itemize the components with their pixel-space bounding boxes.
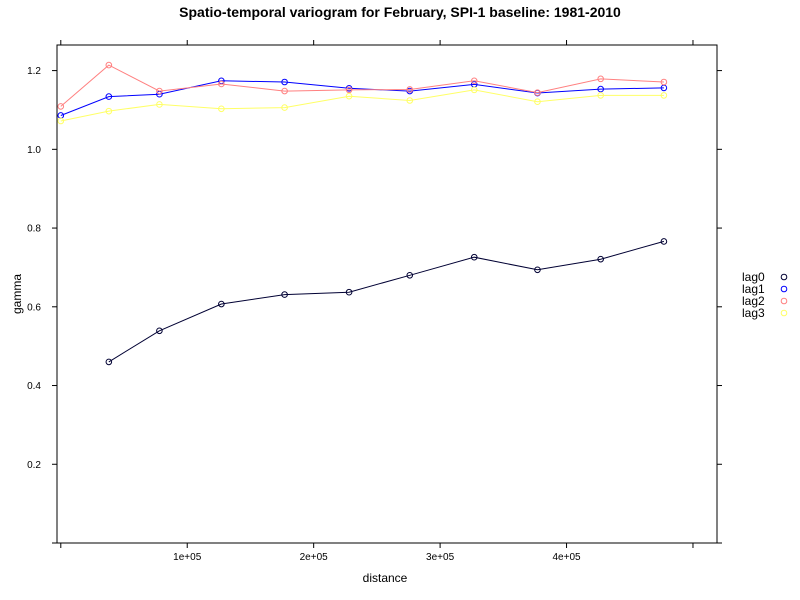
data-point-lag0 — [156, 327, 163, 335]
series-line-lag1 — [60, 80, 664, 116]
y-tick-label: 0.8 — [27, 224, 41, 235]
legend-label-lag3: lag3 — [742, 306, 765, 320]
series-lag0 — [105, 238, 668, 366]
data-point-lag0 — [470, 253, 478, 261]
legend-label-lag1: lag1 — [742, 282, 765, 296]
series-lag1 — [57, 77, 668, 119]
y-tick-label: 0.6 — [27, 302, 41, 313]
x-tick-label: 4e+05 — [552, 552, 581, 563]
legend-marker-lag1 — [780, 285, 788, 293]
legend-marker-lag3 — [780, 309, 788, 317]
legend-label-lag2: lag2 — [742, 294, 765, 308]
x-axis-label: distance — [363, 571, 408, 585]
data-point-lag3 — [660, 92, 668, 99]
data-point-lag3 — [218, 105, 225, 113]
data-point-lag2 — [345, 86, 353, 94]
data-point-lag2 — [105, 61, 113, 69]
x-tick-label: 1e+05 — [173, 552, 202, 563]
data-point-lag3 — [470, 86, 478, 94]
data-point-lag2 — [156, 87, 163, 95]
series-lag3 — [57, 86, 668, 125]
data-point-lag2 — [534, 89, 541, 96]
chart-title: Spatio-temporal variogram for February, … — [179, 4, 621, 20]
data-point-lag2 — [281, 87, 288, 95]
data-point-lag2 — [660, 78, 668, 86]
series-line-lag0 — [108, 240, 665, 363]
legend-label-lag0: lag0 — [742, 270, 765, 284]
data-point-lag0 — [406, 272, 414, 279]
plot-frame — [56, 44, 718, 544]
data-point-lag3 — [156, 101, 163, 108]
legend-marker-lag2 — [780, 297, 788, 305]
data-point-lag3 — [597, 92, 604, 99]
data-point-lag3 — [57, 117, 65, 125]
data-point-lag3 — [345, 92, 353, 100]
axis-ticks — [52, 40, 722, 548]
data-point-lag3 — [406, 97, 414, 104]
series-lag2 — [57, 61, 668, 110]
data-point-lag2 — [597, 75, 604, 83]
data-point-lag1 — [105, 93, 113, 100]
x-tick-label: 3e+05 — [426, 552, 455, 563]
data-point-lag3 — [534, 98, 541, 105]
y-tick-label: 1.0 — [27, 145, 41, 156]
data-point-lag1 — [597, 85, 604, 93]
series-group — [57, 61, 668, 366]
data-point-lag0 — [597, 255, 604, 263]
y-tick-label: 0.2 — [27, 460, 41, 471]
data-point-lag2 — [406, 86, 414, 93]
data-point-lag0 — [534, 266, 541, 274]
x-tick-label: 2e+05 — [300, 552, 329, 563]
series-line-lag3 — [60, 89, 664, 122]
y-tick-label: 1.2 — [27, 66, 41, 77]
data-point-lag0 — [660, 238, 668, 245]
data-point-lag2 — [470, 77, 478, 85]
data-point-lag0 — [105, 358, 113, 366]
data-point-lag3 — [105, 107, 113, 115]
axis-tick-labels: 1e+05 2e+05 3e+05 4e+05 0.2 0.4 0.6 0.8 1.0 1.2 — [27, 66, 581, 563]
legend-marker-lag0 — [780, 273, 788, 281]
data-point-lag2 — [57, 103, 65, 110]
data-point-lag0 — [281, 291, 288, 298]
data-point-lag3 — [281, 104, 288, 111]
y-axis-label: gamma — [10, 274, 24, 314]
series-line-lag2 — [60, 64, 664, 107]
data-point-lag2 — [218, 80, 225, 88]
data-point-lag1 — [281, 78, 288, 86]
y-tick-label: 0.4 — [27, 381, 41, 392]
data-point-lag0 — [345, 288, 353, 296]
data-point-lag0 — [218, 300, 225, 308]
